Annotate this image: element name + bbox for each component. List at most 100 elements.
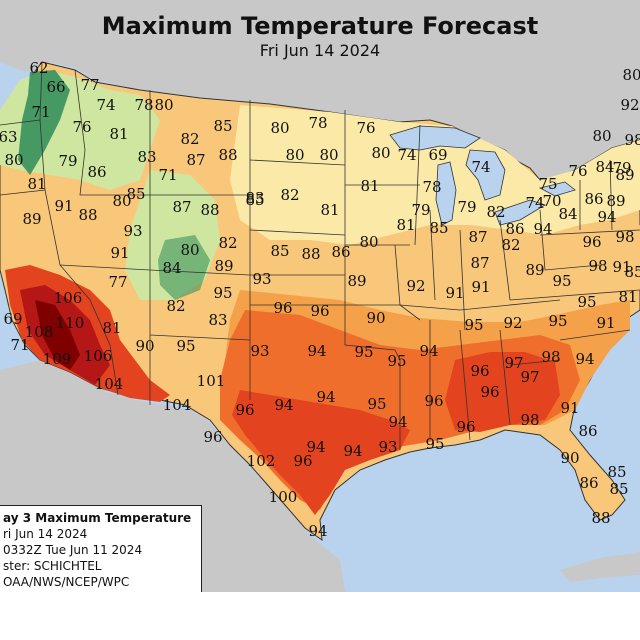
temperature-label: 76: [568, 162, 587, 180]
temperature-label: 89: [525, 261, 544, 279]
temperature-label: 81: [27, 175, 46, 193]
temperature-label: 94: [274, 396, 293, 414]
temperature-label: 80: [319, 146, 338, 164]
temperature-label: 97: [504, 354, 523, 372]
temperature-label: 108: [25, 323, 54, 341]
legend-forecaster: ster: SCHICHTEL: [3, 559, 102, 573]
canada-land: [0, 0, 640, 180]
temperature-label: 95: [425, 435, 444, 453]
temperature-label: 85: [429, 219, 448, 237]
temperature-label: 86: [578, 422, 597, 440]
temperature-label: 84: [595, 158, 614, 176]
temperature-label: 79: [457, 198, 476, 216]
temperature-label: 104: [163, 396, 192, 414]
temperature-label: 87: [470, 254, 489, 272]
lake-erie: [494, 199, 546, 226]
temperature-label: 69: [3, 310, 22, 328]
temperature-label: 102: [247, 452, 276, 470]
temperature-label: 94: [533, 220, 552, 238]
legend-agency: OAA/NWS/NCEP/WPC: [3, 575, 130, 589]
band-80s-north: [230, 105, 640, 245]
temperature-label: 85: [245, 191, 264, 209]
temperature-label: 71: [10, 336, 29, 354]
temperature-label: 93: [252, 270, 271, 288]
temperature-label: 98: [541, 348, 560, 366]
temperature-label: 94: [306, 438, 325, 456]
temperature-label: 76: [72, 118, 91, 136]
bottom-margin: [0, 592, 640, 640]
state-borders: [0, 61, 640, 450]
temperature-label: 91: [54, 197, 73, 215]
temperature-label: 96: [293, 452, 312, 470]
temperature-label: 93: [123, 222, 142, 240]
temperature-label: 78: [422, 178, 441, 196]
legend-title: ay 3 Maximum Temperature: [3, 511, 192, 525]
legend-issued-time: 0332Z Tue Jun 11 2024: [3, 543, 143, 557]
temperature-label: 71: [158, 166, 177, 184]
temperature-label: 95: [552, 272, 571, 290]
temperature-label: 91: [445, 284, 464, 302]
temperature-label: 97: [520, 368, 539, 386]
temperature-label: 91: [110, 244, 129, 262]
lake-superior: [389, 125, 481, 151]
temperature-label: 76: [356, 119, 375, 137]
temperature-label: 106: [54, 289, 83, 307]
caribbean-island: [560, 552, 640, 582]
baja-peninsula: [12, 380, 70, 505]
temperature-label: 83: [208, 311, 227, 329]
temperature-label: 83: [245, 189, 264, 207]
band-60s-cascades: [18, 70, 70, 175]
temperature-label: 81: [109, 125, 128, 143]
temperature-label: 94: [343, 442, 362, 460]
temperature-label: 82: [280, 186, 299, 204]
temperature-label: 89: [606, 192, 625, 210]
temperature-label: 71: [31, 103, 50, 121]
temperature-label: 96: [424, 392, 443, 410]
temperature-label: 88: [200, 201, 219, 219]
temperature-label: 92: [503, 314, 522, 332]
temperature-label: 80: [359, 233, 378, 251]
band-70s-colorado: [158, 235, 210, 300]
temperature-label: 91: [596, 314, 615, 332]
temperature-label: 90: [366, 309, 385, 327]
temperature-label: 104: [95, 375, 124, 393]
temperature-label: 80: [112, 192, 131, 210]
temperature-label: 95: [577, 293, 596, 311]
map-subtitle: Fri Jun 14 2024: [259, 41, 381, 60]
temperature-label: 87: [468, 228, 487, 246]
temperature-label: 85: [609, 480, 628, 498]
legend-valid-date: ri Jun 14 2024: [3, 527, 88, 541]
temperature-label: 96: [273, 299, 292, 317]
temperature-label: 80: [371, 144, 390, 162]
lake-michigan: [435, 161, 457, 226]
temperature-label: 94: [308, 522, 327, 540]
temperature-label: 101: [197, 372, 226, 390]
temperature-label: 88: [78, 206, 97, 224]
temperature-label: 96: [456, 418, 475, 436]
temperature-label: 85: [624, 263, 640, 281]
temperature-label: 74: [397, 146, 416, 164]
temperature-label: 88: [301, 245, 320, 263]
temperature-label: 80: [592, 127, 611, 145]
temperature-label: 84: [558, 205, 577, 223]
temperature-label: 98: [520, 411, 539, 429]
temperature-label: 88: [591, 509, 610, 527]
temperature-label: 92: [406, 277, 425, 295]
temperature-label: 62: [29, 59, 48, 77]
temperature-label: 95: [176, 337, 195, 355]
temperature-label: 80: [270, 119, 289, 137]
temperature-label: 82: [166, 297, 185, 315]
temperature-label: 94: [575, 350, 594, 368]
temperature-label: 82: [218, 234, 237, 252]
temperature-label: 95: [548, 312, 567, 330]
band-85-plains: [230, 225, 640, 320]
temperature-label: 83: [137, 148, 156, 166]
temperature-label: 88: [218, 146, 237, 164]
temperature-label: 94: [419, 342, 438, 360]
lake-huron: [465, 149, 506, 201]
map-title: Maximum Temperature Forecast: [101, 12, 539, 40]
temperature-label: 96: [235, 401, 254, 419]
legend-box: ay 3 Maximum Temperature ri Jun 14 2024 …: [0, 505, 202, 593]
temperature-label: 96: [470, 362, 489, 380]
